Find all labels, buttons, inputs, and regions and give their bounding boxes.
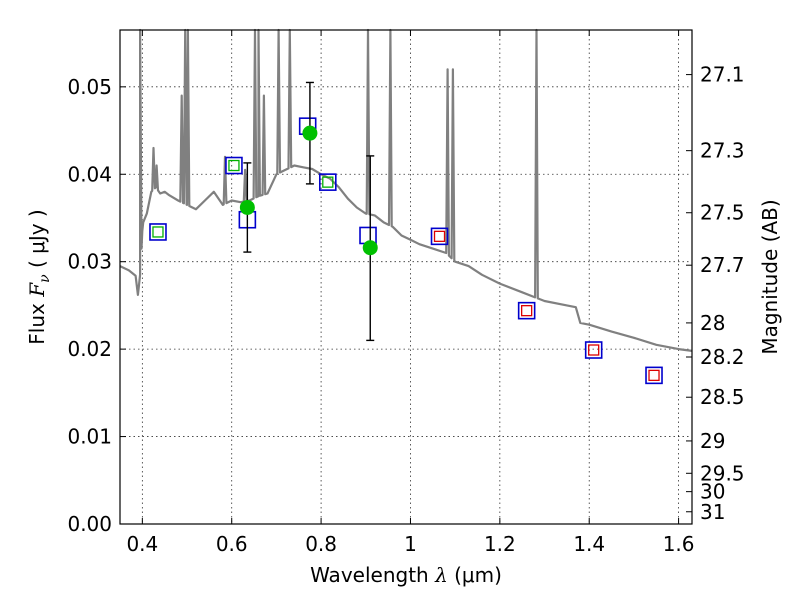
x-tick-label: 0.4 [126,532,158,556]
y2-tick-label: 27.1 [700,63,745,87]
y-tick-label: 0.03 [67,250,112,274]
x-axis-label: Wavelength λ (μm) [310,563,502,587]
model-square-marker [430,227,449,246]
inner-square-marker [648,369,660,382]
x-tick-label: 1.4 [573,532,605,556]
grid-lines [120,30,692,525]
y2-tick-label: 27.5 [700,201,745,225]
y2-tick-label: 31 [700,500,725,524]
model-square-marker [225,156,243,175]
model-square-marker [517,301,536,320]
observed-point [302,125,318,141]
y-tick-label: 0.00 [67,512,112,536]
inner-square-marker [433,230,446,242]
tick-layer: 0.4 0.6 0.8 1 1.2 1.4 1.6 0.00 0.01 0.02 0.03 0.04 0… [67,30,745,556]
spectrum-layer [119,28,693,352]
observed-point [362,240,378,256]
y2-tick-label: 28.5 [700,385,745,409]
y2-tick-label: 27.7 [700,253,745,277]
y2-tick-label: 28.2 [700,345,745,369]
inner-square-marker [322,176,334,188]
y-axis-label: Flux Fν ( μJy ) [25,209,53,344]
y-axis-label-sub: ν [37,274,53,283]
model-square-marker [584,341,603,359]
inner-square-marker [228,159,240,172]
y2-axis-label: Magnitude (AB) [758,199,782,354]
y-tick-label: 0.01 [67,425,112,449]
observed-point [239,199,255,215]
y-axis-label-symbol: F [25,282,49,298]
y-axis-label-unit: ( μJy ) [25,209,49,274]
x-axis-label-symbol: λ [434,563,448,587]
marker-layer [149,81,663,385]
plot-frame [119,29,693,525]
x-axis-label-unit: (μm) [448,563,502,587]
y2-tick-label: 29.5 [700,461,745,485]
y-tick-label: 0.05 [67,75,112,99]
model-square-marker [318,173,337,191]
y-tick-label: 0.04 [67,162,112,186]
x-tick-label: 0.6 [216,532,248,556]
model-square-marker [149,223,167,241]
x-axis-label-prefix: Wavelength [310,563,435,587]
spectrum-line [119,28,693,352]
y2-tick-label: 29 [700,429,725,453]
y-tick-label: 0.02 [67,337,112,361]
x-tick-label: 1.6 [663,532,695,556]
y2-tick-label: 30 [700,480,725,504]
inner-square-marker [152,226,164,238]
x-tick-label: 1.2 [484,532,516,556]
y2-tick-label: 27.3 [700,139,745,163]
inner-square-marker [588,344,600,356]
x-tick-label: 0.8 [305,532,337,556]
y-axis-label-prefix: Flux [25,297,49,345]
inner-square-marker [521,305,533,317]
model-square-marker [645,366,663,385]
x-tick-label: 1 [404,532,417,556]
y2-tick-label: 28 [700,311,725,335]
